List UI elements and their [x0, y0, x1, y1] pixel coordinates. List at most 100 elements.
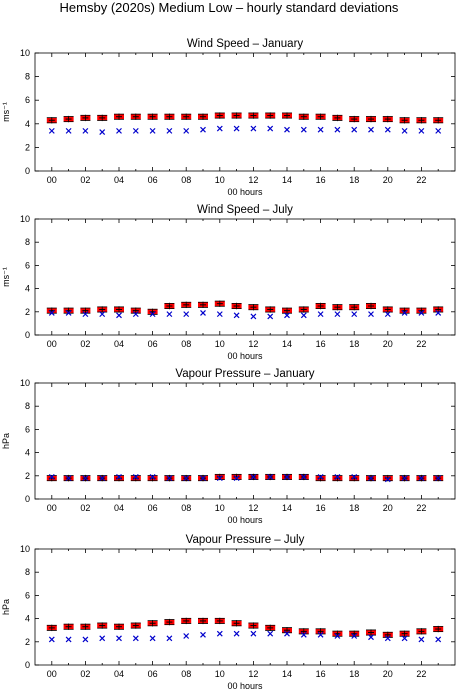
model-point	[248, 622, 259, 629]
observed-point	[99, 311, 106, 318]
x-tick-label: 14	[282, 175, 292, 185]
y-tick-label: 2	[25, 637, 30, 647]
y-tick-label: 10	[20, 544, 30, 554]
observed-x-stroke	[418, 636, 425, 643]
observed-x-stroke	[284, 630, 290, 637]
model-point	[265, 624, 276, 632]
observed-x-stroke	[183, 475, 190, 482]
observed-point	[82, 127, 89, 134]
model-point	[298, 628, 309, 635]
observed-x-stroke	[48, 474, 55, 480]
observed-x-stroke	[149, 127, 156, 134]
model-point	[349, 474, 360, 482]
observed-point	[267, 630, 274, 637]
x-tick-label: 14	[282, 339, 292, 349]
observed-point	[435, 127, 442, 134]
observed-x-stroke	[216, 630, 223, 637]
observed-point	[166, 127, 173, 134]
observed-x-stroke	[267, 474, 274, 480]
observed-point	[132, 127, 139, 134]
panel-title: Wind Speed – January	[187, 38, 304, 50]
observed-point	[116, 127, 122, 134]
y-tick-label: 10	[20, 378, 30, 388]
x-tick-label: 16	[316, 175, 326, 185]
observed-point	[435, 475, 442, 482]
observed-x-stroke	[183, 311, 190, 318]
model-point	[382, 115, 393, 123]
observed-point	[351, 474, 358, 480]
observed-point	[65, 310, 72, 316]
model-point	[231, 620, 242, 627]
observed-x-stroke	[99, 311, 106, 318]
y-tick-label: 0	[25, 660, 30, 670]
model-point	[181, 113, 192, 120]
model-point	[214, 300, 225, 307]
observed-x-stroke	[250, 474, 257, 480]
x-tick-label: 18	[349, 339, 359, 349]
observed-x-stroke	[48, 127, 55, 134]
observed-point	[368, 311, 374, 318]
observed-x-stroke	[368, 311, 374, 318]
observed-point	[116, 635, 122, 642]
x-axis-label: 00 hours	[227, 681, 263, 690]
y-tick-label: 0	[25, 494, 30, 504]
observed-x-stroke	[132, 635, 139, 642]
observed-point	[267, 313, 274, 320]
model-point	[382, 631, 393, 639]
model-point	[382, 474, 393, 482]
observed-point	[250, 313, 257, 320]
model-point	[147, 474, 158, 482]
observed-x-stroke	[300, 312, 307, 319]
model-point	[46, 117, 57, 124]
observed-x-stroke	[435, 636, 442, 643]
observed-x-stroke	[48, 310, 55, 316]
y-tick-label: 8	[25, 237, 30, 247]
y-tick-label: 8	[25, 401, 30, 411]
observed-x-stroke	[82, 311, 89, 318]
observed-x-stroke	[435, 127, 442, 134]
model-point	[399, 630, 410, 637]
model-point	[231, 473, 242, 481]
observed-x-stroke	[99, 635, 106, 642]
observed-x-stroke	[384, 311, 391, 318]
observed-point	[216, 630, 223, 637]
observed-x-stroke	[418, 127, 425, 134]
x-tick-label: 08	[181, 669, 191, 679]
model-point	[214, 112, 225, 119]
panel-title: Wind Speed – July	[197, 204, 293, 216]
observed-x-stroke	[166, 127, 173, 134]
observed-x-stroke	[418, 475, 425, 482]
x-tick-label: 08	[181, 503, 191, 513]
observed-x-stroke	[132, 127, 139, 134]
observed-x-stroke	[233, 312, 240, 319]
observed-point	[48, 310, 55, 316]
model-point	[332, 474, 343, 482]
observed-x-stroke	[317, 474, 324, 480]
model-point	[332, 303, 343, 311]
x-tick-label: 06	[148, 175, 158, 185]
x-tick-label: 06	[148, 503, 158, 513]
observed-point	[401, 635, 408, 642]
observed-point	[149, 474, 156, 480]
observed-point	[65, 127, 72, 134]
model-point	[130, 113, 141, 120]
model-point	[63, 115, 74, 123]
observed-point	[149, 127, 156, 134]
observed-x-stroke	[250, 313, 257, 320]
observed-point	[284, 126, 290, 133]
observed-x-stroke	[82, 127, 89, 134]
x-tick-label: 00	[47, 669, 57, 679]
observed-x-stroke	[435, 310, 442, 316]
x-tick-label: 08	[181, 339, 191, 349]
observed-x-stroke	[149, 474, 156, 480]
observed-x-stroke	[334, 633, 341, 639]
observed-x-stroke	[216, 125, 223, 132]
x-tick-label: 10	[215, 669, 225, 679]
y-tick-label: 6	[25, 424, 30, 434]
observed-point	[300, 474, 307, 480]
observed-point	[334, 633, 341, 639]
y-tick-label: 2	[25, 471, 30, 481]
observed-x-stroke	[267, 125, 274, 132]
